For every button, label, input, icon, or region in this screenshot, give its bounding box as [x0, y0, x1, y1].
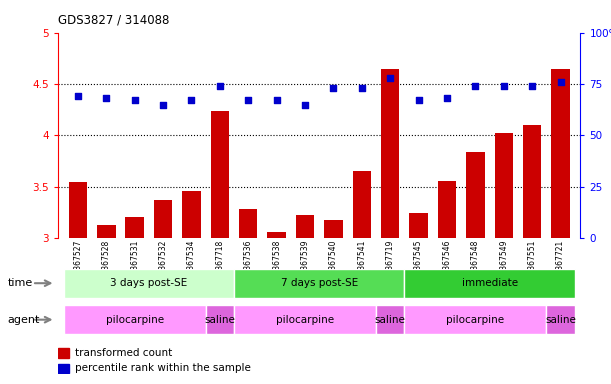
Bar [182, 191, 200, 238]
Text: transformed count: transformed count [75, 348, 172, 358]
Text: pilocarpine: pilocarpine [106, 314, 164, 325]
Text: saline: saline [375, 314, 406, 325]
Bar [234, 269, 404, 298]
Point [527, 83, 537, 89]
Bar [353, 171, 371, 238]
Bar [376, 305, 404, 334]
Point [300, 101, 310, 108]
Text: saline: saline [205, 314, 235, 325]
Bar [68, 182, 87, 238]
Bar [206, 305, 234, 334]
Point [555, 79, 565, 85]
Bar [466, 152, 485, 238]
Point [357, 85, 367, 91]
Point [215, 83, 225, 89]
Bar [64, 269, 234, 298]
Point [499, 83, 509, 89]
Text: agent: agent [7, 315, 40, 325]
Text: GDS3827 / 314088: GDS3827 / 314088 [58, 13, 169, 26]
Text: 7 days post-SE: 7 days post-SE [280, 278, 358, 288]
Point [386, 75, 395, 81]
Bar [523, 125, 541, 238]
Bar [97, 225, 115, 238]
Bar [125, 217, 144, 238]
Text: saline: saline [545, 314, 576, 325]
Text: pilocarpine: pilocarpine [276, 314, 334, 325]
Bar [154, 200, 172, 238]
Text: percentile rank within the sample: percentile rank within the sample [75, 363, 251, 373]
Bar [58, 348, 68, 358]
Bar [58, 364, 68, 373]
Point [442, 95, 452, 101]
Point [186, 98, 196, 104]
Bar [404, 305, 546, 334]
Bar [494, 133, 513, 238]
Point [329, 85, 338, 91]
Point [158, 101, 168, 108]
Bar [438, 180, 456, 238]
Bar [551, 69, 570, 238]
Point [470, 83, 480, 89]
Text: pilocarpine: pilocarpine [447, 314, 505, 325]
Text: 3 days post-SE: 3 days post-SE [110, 278, 188, 288]
Bar [404, 269, 575, 298]
Bar [546, 305, 575, 334]
Point [101, 95, 111, 101]
Text: time: time [7, 278, 32, 288]
Bar [409, 214, 428, 238]
Bar [239, 209, 257, 238]
Bar [381, 69, 400, 238]
Bar [296, 215, 314, 238]
Point [272, 98, 282, 104]
Bar [64, 305, 206, 334]
Bar [268, 232, 286, 238]
Point [73, 93, 83, 99]
Point [243, 98, 253, 104]
Text: immediate: immediate [461, 278, 518, 288]
Bar [211, 111, 229, 238]
Point [414, 98, 423, 104]
Bar [324, 220, 343, 238]
Bar [234, 305, 376, 334]
Point [130, 98, 139, 104]
